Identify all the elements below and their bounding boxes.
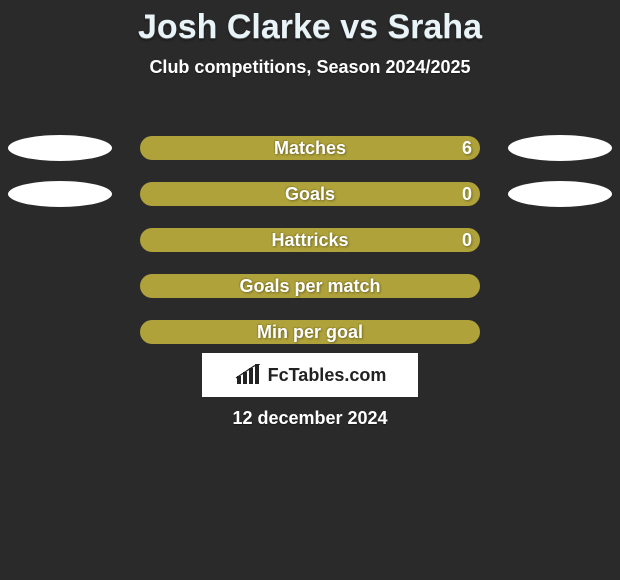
player-left-bubble [8,135,112,161]
stat-value-right: 6 [462,125,472,171]
stat-row: Goals0 [0,171,620,217]
stat-bar-track [140,228,480,252]
stat-bar-track [140,136,480,160]
player-right-bubble [508,135,612,161]
date-label: 12 december 2024 [0,408,620,429]
stat-bar-right [140,228,480,252]
stat-row: Min per goal [0,309,620,355]
stat-rows: Matches6Goals0Hattricks0Goals per matchM… [0,125,620,355]
comparison-infographic: Josh Clarke vs Sraha Club competitions, … [0,0,620,580]
stat-row: Matches6 [0,125,620,171]
barchart-icon [234,364,262,386]
page-title: Josh Clarke vs Sraha [0,8,620,47]
stat-bar-track [140,274,480,298]
player-left-bubble [8,181,112,207]
stat-bar-right [140,136,480,160]
stat-value-right: 0 [462,171,472,217]
stat-bar-track [140,320,480,344]
stat-value-right: 0 [462,217,472,263]
stat-bar-track [140,182,480,206]
page-subtitle: Club competitions, Season 2024/2025 [0,57,620,78]
watermark: FcTables.com [202,353,418,397]
stat-bar-right [140,320,480,344]
stat-bar-right [140,182,480,206]
player-right-bubble [508,181,612,207]
stat-row: Goals per match [0,263,620,309]
stat-bar-right [140,274,480,298]
stat-row: Hattricks0 [0,217,620,263]
watermark-text: FcTables.com [268,365,387,386]
